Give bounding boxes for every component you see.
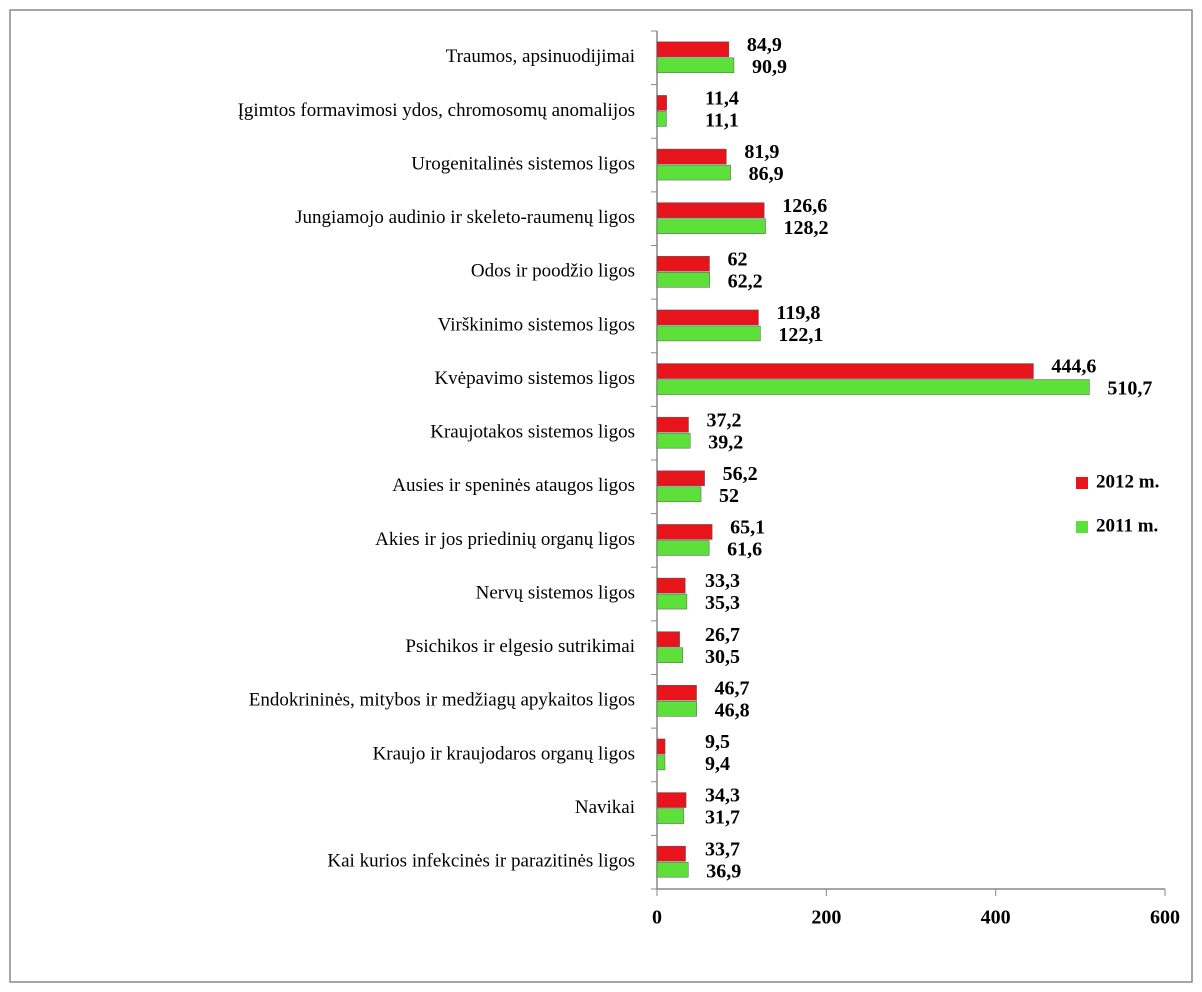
bar <box>656 432 691 449</box>
bar <box>656 111 667 127</box>
bar <box>656 701 697 717</box>
category-label: Kraujotakos sistemos ligos <box>430 422 635 443</box>
bar <box>656 540 710 556</box>
category-label: Nervų sistemos ligos <box>476 582 635 603</box>
value-label: 62,2 <box>728 270 763 292</box>
category-label: Įgimtos formavimosi ydos, chromosomų ano… <box>238 100 635 121</box>
category-label: Virškinimo sistemos ligos <box>438 314 635 335</box>
value-label: 9,4 <box>705 753 730 775</box>
bar <box>656 577 686 594</box>
value-label: 26,7 <box>705 624 740 646</box>
value-label: 61,6 <box>727 539 762 561</box>
bar <box>656 808 685 824</box>
bar <box>656 256 710 272</box>
value-label: 90,9 <box>752 56 787 78</box>
legend-label: 2011 m. <box>1096 515 1158 536</box>
value-label: 46,7 <box>715 677 750 699</box>
value-label: 126,6 <box>782 195 827 217</box>
value-label: 33,3 <box>705 570 740 592</box>
value-label: 510,7 <box>1107 378 1152 400</box>
bar <box>656 738 666 755</box>
value-label: 31,7 <box>705 807 740 829</box>
value-label: 39,2 <box>708 431 743 453</box>
value-label: 46,8 <box>715 699 750 721</box>
bar <box>656 164 731 181</box>
value-label: 11,4 <box>705 88 739 110</box>
category-label: Endokrininės, mitybos ir medžiagų apykai… <box>249 690 635 711</box>
category-label: Ausies ir speninės ataugos ligos <box>392 475 635 496</box>
x-tick-label: 600 <box>1150 907 1180 929</box>
bar <box>656 524 713 540</box>
category-label: Urogenitalinės sistemos ligos <box>411 153 635 174</box>
value-label: 122,1 <box>778 324 823 346</box>
x-tick-label: 200 <box>811 907 841 929</box>
category-label: Navikai <box>575 797 635 818</box>
value-label: 119,8 <box>776 302 820 324</box>
value-label: 52 <box>719 485 739 507</box>
bar <box>656 631 680 647</box>
bar <box>656 148 727 165</box>
bar <box>656 379 1090 395</box>
legend-label: 2012 m. <box>1096 471 1159 492</box>
value-label: 34,3 <box>705 785 740 807</box>
bar <box>656 218 766 234</box>
value-label: 30,5 <box>705 646 740 668</box>
bar <box>656 309 759 326</box>
bar <box>656 272 710 288</box>
bar <box>656 363 1034 379</box>
value-label: 9,5 <box>705 731 730 753</box>
category-label: Kvėpavimo sistemos ligos <box>434 368 635 389</box>
value-label: 11,1 <box>705 110 739 132</box>
bar <box>656 486 702 503</box>
value-label: 128,2 <box>784 217 829 239</box>
bar <box>656 792 687 808</box>
value-label: 36,9 <box>706 860 741 882</box>
value-label: 444,6 <box>1051 356 1096 378</box>
bar <box>656 861 689 878</box>
value-label: 35,3 <box>705 592 740 614</box>
legend-swatch <box>1076 477 1088 489</box>
x-tick-label: 400 <box>981 907 1011 929</box>
category-label: Akies ir jos priedinių organų ligos <box>375 529 635 550</box>
x-tick-label: 0 <box>652 907 662 929</box>
bar <box>656 95 667 111</box>
category-label: Jungiamojo audinio ir skeleto-raumenų li… <box>295 207 635 228</box>
bar <box>656 41 730 58</box>
category-label: Odos ir poodžio ligos <box>471 261 635 282</box>
bar <box>656 57 735 74</box>
value-label: 62 <box>727 248 747 270</box>
bar <box>656 754 666 771</box>
category-label: Kai kurios infekcinės ir parazitinės lig… <box>327 851 635 872</box>
bar <box>656 202 765 218</box>
value-label: 56,2 <box>723 463 758 485</box>
value-label: 33,7 <box>705 838 740 860</box>
value-label: 37,2 <box>706 409 741 431</box>
bar <box>656 416 689 433</box>
bar <box>656 325 761 342</box>
category-label: Psichikos ir elgesio sutrikimai <box>405 636 635 657</box>
value-label: 65,1 <box>730 517 765 539</box>
category-label: Kraujo ir kraujodaros organų ligos <box>373 743 635 764</box>
category-label: Traumos, apsinuodijimai <box>446 46 635 67</box>
bar <box>656 647 684 663</box>
frame <box>9 9 1193 983</box>
value-label: 81,9 <box>744 141 779 163</box>
value-label: 84,9 <box>747 34 782 56</box>
value-label: 86,9 <box>749 163 784 185</box>
bar <box>656 845 686 862</box>
bar <box>656 593 688 610</box>
bar <box>656 685 697 701</box>
bar <box>656 470 705 487</box>
legend-swatch <box>1076 521 1088 533</box>
